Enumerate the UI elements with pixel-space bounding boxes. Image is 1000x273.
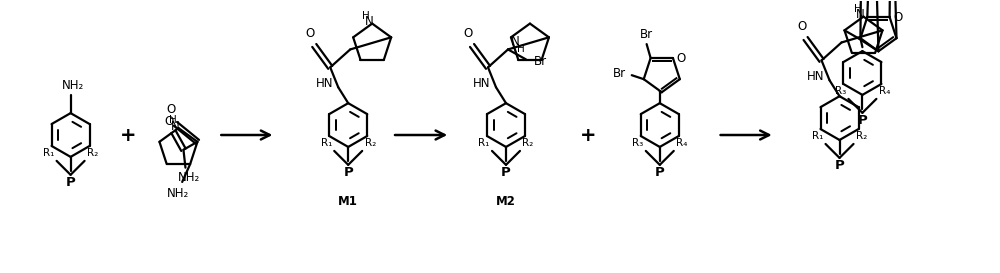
Text: R₁: R₁ — [321, 138, 332, 148]
Text: R₂: R₂ — [365, 138, 376, 148]
Text: +: + — [580, 126, 596, 144]
Text: N: N — [171, 120, 180, 133]
Text: M2: M2 — [496, 195, 516, 208]
Text: R₂: R₂ — [522, 138, 534, 148]
Text: P: P — [501, 166, 511, 179]
Text: R₄: R₄ — [879, 86, 890, 96]
Text: R₂: R₂ — [87, 148, 98, 158]
Text: O: O — [463, 27, 473, 40]
Text: Br: Br — [533, 55, 547, 68]
Text: NH₂: NH₂ — [61, 79, 84, 92]
Text: N: N — [365, 15, 374, 28]
Text: P: P — [343, 166, 353, 179]
Text: HN: HN — [473, 77, 491, 90]
Text: O: O — [676, 52, 686, 64]
Text: HN: HN — [807, 70, 824, 83]
Text: R₃: R₃ — [632, 138, 643, 148]
Text: O: O — [797, 20, 806, 33]
Text: NH₂: NH₂ — [178, 171, 201, 184]
Text: P: P — [66, 176, 75, 189]
Text: Br: Br — [613, 67, 626, 80]
Text: H: H — [362, 11, 370, 21]
Text: O: O — [893, 11, 902, 23]
Text: H: H — [517, 44, 525, 54]
Text: N: N — [856, 8, 865, 21]
Text: M1: M1 — [338, 195, 358, 208]
Text: O: O — [167, 103, 176, 117]
Text: NH₂: NH₂ — [167, 187, 189, 200]
Text: R₁: R₁ — [812, 131, 823, 141]
Text: P: P — [655, 166, 665, 179]
Text: R₁: R₁ — [478, 138, 490, 148]
Text: P: P — [858, 114, 867, 127]
Text: H: H — [169, 115, 176, 125]
Text: R₂: R₂ — [856, 131, 867, 141]
Text: O: O — [165, 115, 174, 128]
Text: O: O — [306, 27, 315, 40]
Text: Br: Br — [640, 28, 653, 41]
Text: R₃: R₃ — [835, 86, 846, 96]
Text: +: + — [120, 126, 137, 144]
Text: R₄: R₄ — [676, 138, 687, 148]
Text: N: N — [511, 35, 519, 48]
Text: HN: HN — [315, 77, 333, 90]
Text: R₁: R₁ — [43, 148, 54, 158]
Text: P: P — [835, 159, 844, 172]
Text: H: H — [854, 4, 861, 14]
